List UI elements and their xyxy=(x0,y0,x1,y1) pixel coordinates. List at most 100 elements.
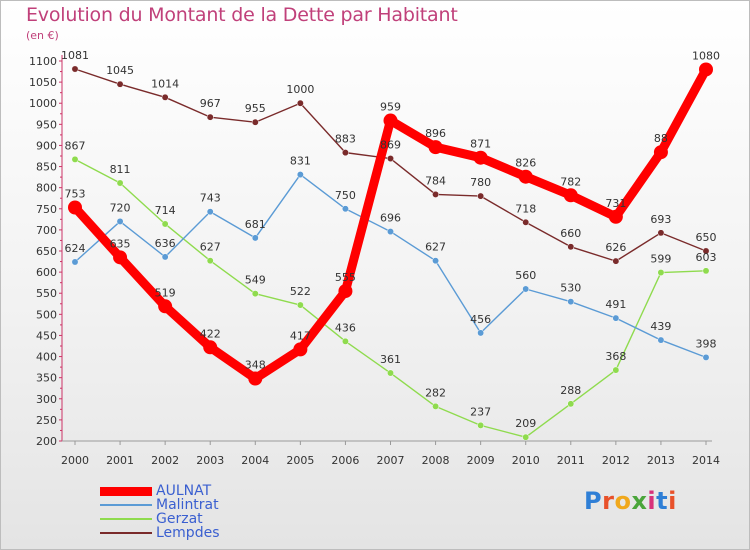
data-point-gerzat xyxy=(206,257,214,265)
data-point-malintrat xyxy=(296,171,304,179)
data-point-malintrat xyxy=(477,329,485,337)
x-tick-label: 2009 xyxy=(467,454,495,467)
data-label-lempdes: 967 xyxy=(200,97,221,110)
x-tick-label: 2010 xyxy=(512,454,540,467)
data-label-malintrat: 627 xyxy=(425,241,446,254)
data-label-lempdes: 693 xyxy=(650,213,671,226)
data-point-aulnat xyxy=(608,209,623,224)
y-tick-label: 1000 xyxy=(29,97,57,110)
data-point-aulnat xyxy=(113,250,128,265)
data-label-aulnat: 753 xyxy=(65,188,86,201)
data-point-lempdes xyxy=(116,80,124,88)
chart-title: Evolution du Montant de la Dette par Hab… xyxy=(26,4,458,26)
data-label-aulnat: 826 xyxy=(515,157,536,170)
data-point-lempdes xyxy=(296,99,304,107)
data-point-gerzat xyxy=(71,155,79,163)
data-point-malintrat xyxy=(432,257,440,265)
data-label-lempdes: 650 xyxy=(696,231,717,244)
data-label-gerzat: 361 xyxy=(380,353,401,366)
data-label-malintrat: 720 xyxy=(110,201,131,214)
data-point-aulnat xyxy=(518,169,533,184)
y-tick-label: 650 xyxy=(36,245,57,258)
y-tick-label: 250 xyxy=(36,414,57,427)
data-point-gerzat xyxy=(612,366,620,374)
data-point-malintrat xyxy=(251,234,259,242)
data-label-lempdes: 1000 xyxy=(286,83,314,96)
x-tick-label: 2003 xyxy=(196,454,224,467)
data-point-aulnat xyxy=(68,200,82,215)
data-point-aulnat xyxy=(383,113,398,128)
data-point-aulnat xyxy=(428,140,443,155)
x-tick-label: 2013 xyxy=(647,454,675,467)
x-tick-label: 2011 xyxy=(557,454,585,467)
data-point-malintrat xyxy=(161,253,169,261)
data-label-lempdes: 1014 xyxy=(151,77,179,90)
data-label-aulnat: 896 xyxy=(425,127,446,140)
y-tick-label: 750 xyxy=(36,203,57,216)
data-label-gerzat: 237 xyxy=(470,405,491,418)
data-label-lempdes: 626 xyxy=(605,241,626,254)
logo-letter: i xyxy=(647,487,657,515)
data-point-malintrat xyxy=(71,258,79,266)
data-point-lempdes xyxy=(206,113,214,121)
data-label-lempdes: 718 xyxy=(515,202,536,215)
data-label-lempdes: 883 xyxy=(335,133,356,146)
data-point-gerzat xyxy=(567,400,575,408)
data-point-gerzat xyxy=(161,220,169,228)
data-label-gerzat: 714 xyxy=(155,204,176,217)
data-label-malintrat: 831 xyxy=(290,155,311,168)
data-label-lempdes: 784 xyxy=(425,174,446,187)
data-label-gerzat: 549 xyxy=(245,274,266,287)
x-tick-label: 2005 xyxy=(286,454,314,467)
data-point-gerzat xyxy=(341,337,349,345)
y-tick-label: 700 xyxy=(36,224,57,237)
data-label-aulnat: 417 xyxy=(290,329,311,342)
data-point-malintrat xyxy=(702,353,710,361)
y-tick-label: 350 xyxy=(36,372,57,385)
data-point-gerzat xyxy=(387,369,394,377)
y-tick-label: 200 xyxy=(36,435,57,448)
data-label-malintrat: 696 xyxy=(380,212,401,225)
data-point-gerzat xyxy=(657,269,665,276)
x-tick-label: 2007 xyxy=(377,454,405,467)
y-tick-label: 1100 xyxy=(29,55,57,68)
data-label-malintrat: 456 xyxy=(470,313,491,326)
y-tick-label: 500 xyxy=(36,308,57,321)
data-label-gerzat: 811 xyxy=(110,163,131,176)
logo-letter: P xyxy=(584,487,603,515)
y-tick-label: 850 xyxy=(36,161,57,174)
legend: AULNAT Malintrat Gerzat Lempdes xyxy=(100,484,220,540)
data-point-aulnat xyxy=(653,145,668,160)
x-tick-label: 2008 xyxy=(422,454,450,467)
data-label-gerzat: 436 xyxy=(335,321,356,334)
data-point-lempdes xyxy=(71,65,79,73)
legend-item-lempdes: Lempdes xyxy=(100,526,220,540)
data-point-lempdes xyxy=(522,218,530,226)
series-layer xyxy=(68,62,713,441)
legend-label-aulnat: AULNAT xyxy=(156,483,212,499)
data-point-gerzat xyxy=(296,301,304,309)
legend-swatch-lempdes xyxy=(100,532,152,534)
data-point-malintrat xyxy=(522,285,530,293)
data-point-lempdes xyxy=(341,149,349,157)
legend-swatch-gerzat xyxy=(100,518,152,520)
data-point-malintrat xyxy=(657,336,665,344)
data-label-malintrat: 624 xyxy=(65,242,86,255)
data-point-malintrat xyxy=(567,298,575,306)
data-label-gerzat: 282 xyxy=(425,386,446,399)
x-tick-label: 2006 xyxy=(331,454,359,467)
data-point-malintrat xyxy=(206,208,214,216)
data-point-lempdes xyxy=(432,190,440,198)
data-point-lempdes xyxy=(477,192,485,200)
data-label-lempdes: 660 xyxy=(560,227,581,240)
data-point-aulnat xyxy=(338,284,353,299)
chart-axes: 200 250 300 350 400 450 500 550 600 650 700 750 800 8… xyxy=(29,55,720,467)
x-tick-label: 2000 xyxy=(61,454,89,467)
data-label-aulnat: 782 xyxy=(560,175,581,188)
proxiti-logo: Proxiti xyxy=(584,487,677,515)
legend-swatch-aulnat xyxy=(100,486,152,496)
data-point-lempdes xyxy=(657,229,665,237)
legend-item-gerzat: Gerzat xyxy=(100,512,220,526)
data-label-lempdes: 955 xyxy=(245,102,266,115)
